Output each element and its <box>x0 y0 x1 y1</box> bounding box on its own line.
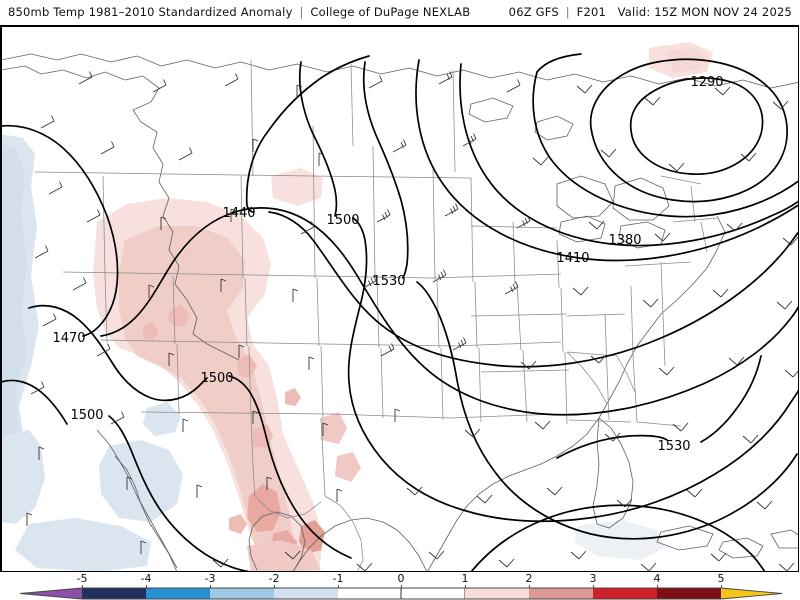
valid-time: Valid: 15Z MON NOV 24 2025 <box>617 5 792 19</box>
state-borders-layer <box>34 59 718 571</box>
contour-label: 1500 <box>326 213 359 228</box>
header-separator-1: | <box>299 5 304 19</box>
colorbar-tick-label: 2 <box>525 572 533 585</box>
contour-label: 1440 <box>222 206 255 221</box>
colorbar-bin <box>82 588 146 599</box>
product-source: College of DuPage NEXLAB <box>310 5 471 19</box>
colorbar-tick-label: 0 <box>397 572 405 585</box>
colorbar-bin <box>338 588 401 599</box>
contour-label: 1290 <box>690 75 723 90</box>
height-contours-layer <box>1 53 798 571</box>
colorbar-tick-label: -4 <box>140 572 152 585</box>
colorbar-tick-label: 3 <box>589 572 597 585</box>
contour-label: 1470 <box>52 331 85 346</box>
coastline-layer <box>1 53 798 571</box>
map-frame <box>1 26 798 571</box>
colorbar-bin <box>657 588 721 599</box>
header-separator-2: | <box>565 5 570 19</box>
colorbar-swatches[interactable] <box>0 587 800 600</box>
colorbar-tick-labels: -5 -4 -3 -2 -1 0 1 2 3 4 5 <box>0 572 800 586</box>
map-graphics: 1290 1380 1410 1440 1500 1530 1470 1500 … <box>1 26 798 571</box>
colorbar-bin <box>146 588 210 599</box>
colorbar-bin <box>465 588 529 599</box>
contour-label: 1380 <box>608 233 641 248</box>
colorbar-tick-label: -3 <box>204 572 216 585</box>
colorbar-bin <box>210 588 274 599</box>
contour-label: 1530 <box>657 439 690 454</box>
colorbar-bin <box>274 588 338 599</box>
colorbar-tick-label: -2 <box>268 572 280 585</box>
colorbar-outline <box>19 587 783 600</box>
colorbar-tick-label: 5 <box>717 572 725 585</box>
forecast-hour: F201 <box>576 5 607 19</box>
colorbar-bin <box>529 588 593 599</box>
anomaly-shading-positive <box>93 42 713 571</box>
colorbar-ticks <box>0 585 800 589</box>
contour-label: 1410 <box>556 251 589 266</box>
colorbar-bin <box>400 587 466 600</box>
contour-label: 1500 <box>200 371 233 386</box>
model-run: 06Z GFS <box>508 5 559 19</box>
colorbar-bin <box>593 588 657 599</box>
colorbar-extend-high <box>721 588 782 599</box>
colorbar-extend-low <box>20 588 82 599</box>
colorbar-tick-label: -5 <box>76 572 88 585</box>
colorbar-tick-label: 1 <box>461 572 469 585</box>
colorbar[interactable]: -5 -4 -3 -2 -1 0 1 2 3 4 5 <box>0 572 800 600</box>
header-right-text: 06Z GFS | F201 Valid: 15Z MON NOV 24 202… <box>509 5 792 19</box>
map-canvas[interactable]: 1290 1380 1410 1440 1500 1530 1470 1500 … <box>0 25 799 572</box>
header-left-text: 850mb Temp 1981–2010 Standardized Anomal… <box>8 5 470 19</box>
colorbar-tick-label: 4 <box>653 572 661 585</box>
colorbar-tick-label: -1 <box>332 572 344 585</box>
header-bar: 850mb Temp 1981–2010 Standardized Anomal… <box>0 0 800 25</box>
contour-label: 1530 <box>372 274 405 289</box>
product-title: 850mb Temp 1981–2010 Standardized Anomal… <box>8 5 293 19</box>
contour-label: 1500 <box>70 408 103 423</box>
anomaly-shading-negative <box>1 134 665 571</box>
